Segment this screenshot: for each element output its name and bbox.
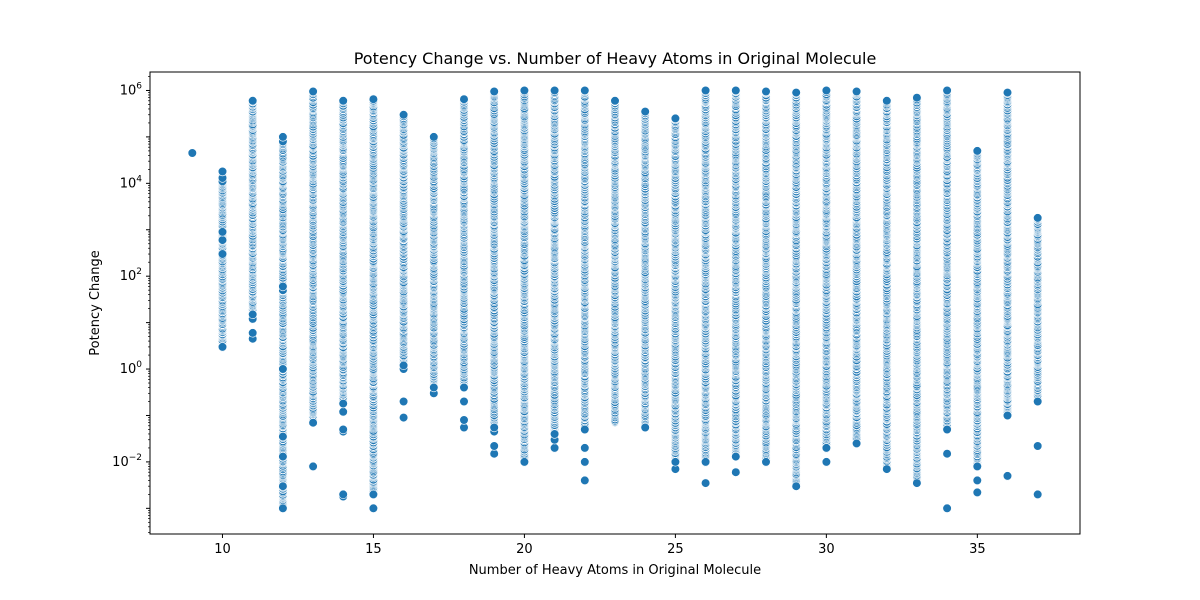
data-point <box>368 94 379 104</box>
data-point <box>640 422 650 433</box>
data-point <box>399 110 409 120</box>
data-point <box>429 132 439 142</box>
data-points <box>187 85 1043 513</box>
data-point <box>338 96 348 106</box>
data-point <box>278 281 288 292</box>
data-point <box>731 452 741 462</box>
data-point <box>248 309 258 320</box>
data-point <box>278 132 288 142</box>
data-point <box>519 85 530 96</box>
chart-title: Potency Change vs. Number of Heavy Atoms… <box>354 49 877 68</box>
data-point <box>459 396 469 407</box>
data-point <box>610 96 620 106</box>
data-point <box>187 148 197 158</box>
data-point <box>489 86 499 97</box>
data-point <box>489 449 499 459</box>
data-point <box>278 452 288 462</box>
data-point <box>217 235 228 245</box>
data-point <box>338 399 348 409</box>
data-point <box>248 96 258 106</box>
data-point <box>399 360 409 371</box>
data-point <box>670 113 681 123</box>
data-point <box>459 382 469 393</box>
data-point <box>580 457 590 467</box>
data-point <box>338 424 348 435</box>
data-point <box>580 424 590 435</box>
data-point <box>700 85 711 96</box>
data-point <box>217 342 228 352</box>
data-point <box>700 478 711 488</box>
data-point <box>217 227 228 237</box>
data-point <box>731 467 741 477</box>
data-point <box>549 85 560 96</box>
data-point <box>459 94 469 104</box>
data-point <box>700 457 711 467</box>
data-point <box>338 489 348 500</box>
data-point <box>308 418 318 428</box>
data-point <box>278 364 288 374</box>
data-point <box>580 443 590 453</box>
data-point <box>549 429 560 439</box>
data-point <box>278 481 288 491</box>
data-point <box>429 382 439 393</box>
data-point <box>308 461 318 472</box>
data-point <box>640 106 650 117</box>
data-point <box>489 422 499 433</box>
data-point <box>368 503 379 513</box>
data-point <box>278 432 288 442</box>
data-point <box>278 503 288 513</box>
data-point <box>308 86 318 97</box>
data-point <box>217 249 228 259</box>
data-point <box>399 396 409 407</box>
data-point <box>670 457 681 467</box>
data-point <box>519 457 530 467</box>
data-point <box>459 415 469 425</box>
data-point <box>248 328 258 338</box>
data-point <box>549 443 560 453</box>
data-point <box>489 441 499 451</box>
data-point <box>580 475 590 486</box>
data-point <box>368 489 379 500</box>
data-point <box>580 85 590 96</box>
data-point <box>217 166 228 177</box>
data-point <box>399 413 409 423</box>
data-point <box>338 407 348 417</box>
data-point <box>731 85 741 96</box>
